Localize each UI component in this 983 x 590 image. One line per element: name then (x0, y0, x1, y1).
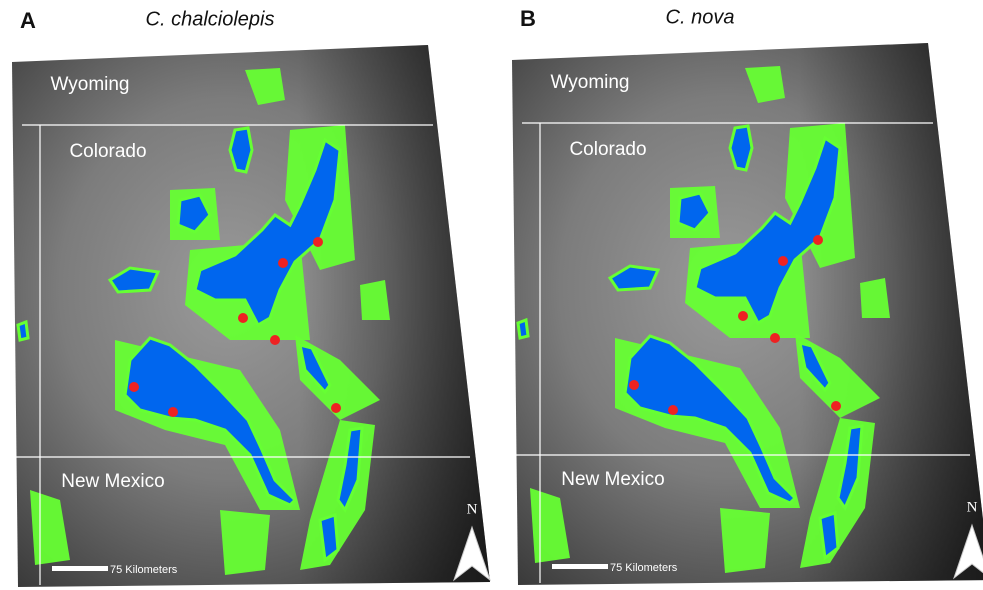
suitable-habitat (720, 508, 770, 573)
state-label: Colorado (69, 141, 146, 162)
core-habitat (518, 320, 528, 338)
core-habitat (820, 513, 838, 558)
occurrence-point (129, 382, 139, 392)
occurrence-point (331, 403, 341, 413)
scale-bar (552, 564, 608, 569)
occurrence-point (278, 258, 288, 268)
occurrence-point (831, 401, 841, 411)
state-label: Wyoming (550, 72, 629, 93)
panel-letter: B (520, 6, 536, 31)
occurrence-point (813, 235, 823, 245)
north-label: N (967, 499, 978, 515)
panel-letter: A (20, 8, 36, 33)
state-label: Wyoming (50, 74, 129, 95)
scale-label: 75 Kilometers (610, 562, 678, 574)
occurrence-point (778, 256, 788, 266)
state-label: New Mexico (61, 471, 164, 492)
core-habitat (230, 128, 252, 172)
occurrence-point (770, 333, 780, 343)
suitable-habitat (860, 278, 890, 318)
north-label: N (467, 501, 478, 517)
core-habitat (320, 515, 338, 560)
occurrence-point (313, 237, 323, 247)
panel-title: C. chalciolepis (146, 8, 275, 30)
scale-label: 75 Kilometers (110, 564, 178, 576)
suitable-habitat (360, 280, 390, 320)
occurrence-point (668, 405, 678, 415)
scale-bar (52, 566, 108, 571)
core-habitat (18, 322, 28, 340)
state-label: Colorado (569, 139, 646, 160)
occurrence-point (238, 313, 248, 323)
state-label: New Mexico (561, 469, 664, 490)
occurrence-point (168, 407, 178, 417)
map-panel: Wyoming Colorado New Mexico 75 Kilometers N B… (512, 6, 983, 585)
panel-title: C. nova (666, 6, 735, 28)
map-panel: Wyoming Colorado New Mexico 75 Kilometers N A… (12, 8, 490, 587)
occurrence-point (738, 311, 748, 321)
core-habitat (730, 126, 752, 170)
suitable-habitat (220, 510, 270, 575)
occurrence-point (629, 380, 639, 390)
occurrence-point (270, 335, 280, 345)
figure: Wyoming Colorado New Mexico 75 Kilometers N A… (0, 0, 983, 590)
